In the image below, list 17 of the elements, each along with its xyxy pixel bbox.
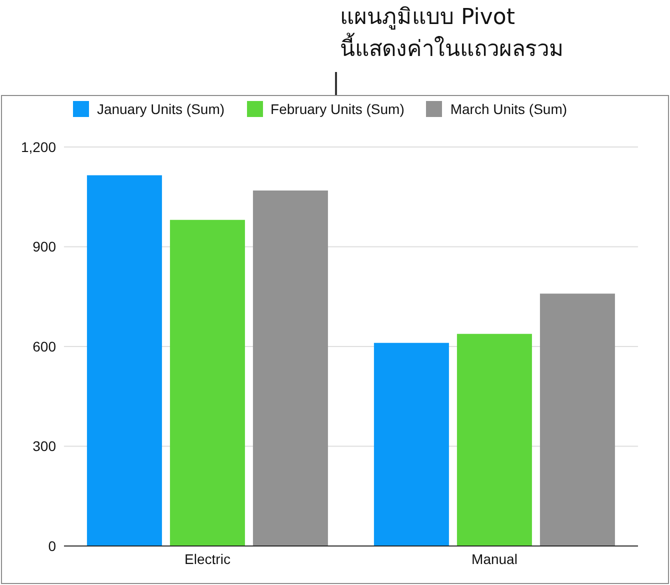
- bar: [374, 342, 449, 546]
- legend-label: March Units (Sum): [449, 101, 568, 117]
- y-tick-label: 600: [32, 338, 56, 354]
- bar: [252, 190, 328, 546]
- bar: [540, 294, 615, 546]
- y-tick-label: 1,200: [20, 138, 56, 155]
- y-tick-label: 300: [32, 438, 56, 454]
- text: แผนภูมิแบบ Pivot นี้แสดงค่าในแถวผลรวม: [340, 4, 564, 64]
- x-tick-label: Electric: [184, 550, 230, 567]
- bar: [456, 334, 532, 546]
- x-tick-label: Manual: [472, 550, 518, 567]
- bar: [86, 175, 162, 546]
- y-tick-label: 900: [32, 238, 56, 255]
- legend-label: February Units (Sum): [270, 101, 404, 117]
- legend-label: January Units (Sum): [96, 101, 225, 117]
- bar: [170, 220, 245, 546]
- y-tick-label: 0: [48, 538, 56, 554]
